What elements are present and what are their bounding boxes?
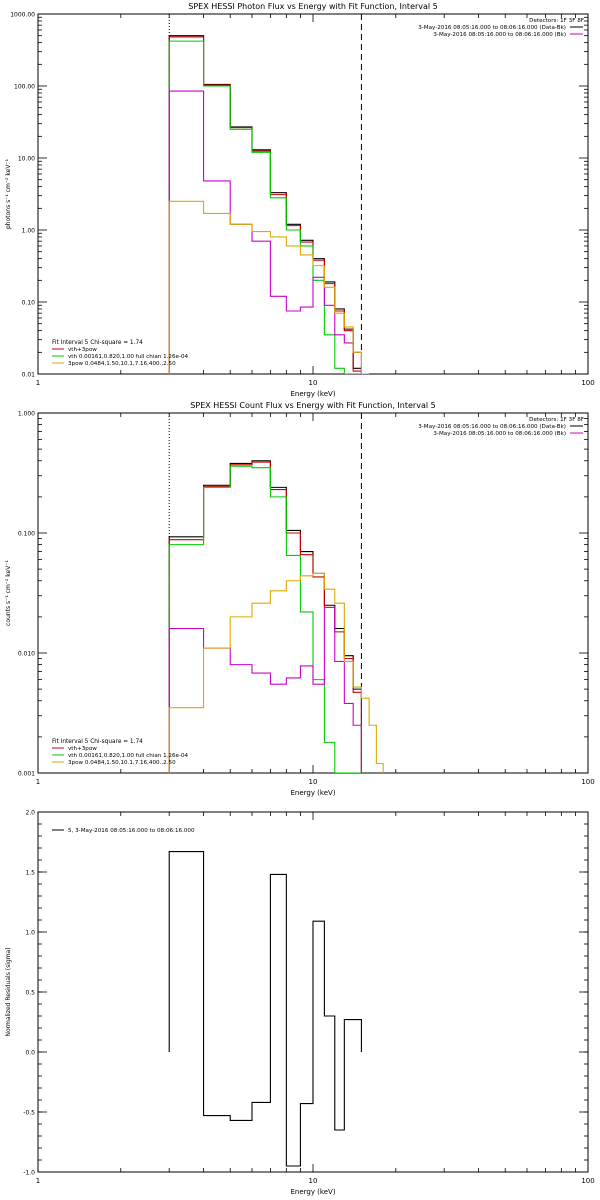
legend-text: vth+3pow <box>68 347 97 353</box>
y-tick-label: 0.10 <box>22 300 36 307</box>
legend-text: Detectors: 1F 3F 8F <box>529 18 584 24</box>
series-0-line <box>168 460 362 773</box>
y-tick-label: 1.0 <box>25 930 35 937</box>
series-3-line <box>168 90 362 374</box>
legend-text: 3-May-2016 08:05:16.000 to 08:06:16.000 … <box>418 25 566 31</box>
series-0-line <box>168 851 362 1167</box>
x-tick-label: 10 <box>309 1177 318 1185</box>
y-axis-label: counts s⁻¹ cm⁻² keV⁻¹ <box>5 560 12 626</box>
series-4-line <box>168 200 370 374</box>
count-panel: SPEX HESSI Count Flux vs Energy with Fit… <box>5 401 595 797</box>
legend-text: 5, 3-May-2016 08:05:16.000 to 08:06:16.0… <box>68 828 195 834</box>
legend-text: 3-May-2016 08:05:16.000 to 08:06:16.000 … <box>418 424 566 430</box>
series-4-line <box>168 572 384 773</box>
x-tick-label: 100 <box>581 778 594 786</box>
y-tick-label: -1.0 <box>23 1170 35 1177</box>
x-axis-label: Energy (keV) <box>290 789 335 797</box>
legend-text: 3pow 0.0484,1.50,10.1,7.16,400.,2.50 <box>68 760 176 766</box>
x-tick-label: 1 <box>36 778 40 786</box>
y-tick-label: -0.5 <box>23 1110 35 1117</box>
y-tick-label: 0.0 <box>25 1050 35 1057</box>
plot-frame <box>37 13 589 375</box>
series-2-line <box>168 40 362 374</box>
y-axis-label: photons s⁻¹ cm⁻² keV⁻¹ <box>5 158 12 229</box>
y-tick-label: 0.5 <box>25 990 35 997</box>
x-tick-label: 100 <box>581 379 594 387</box>
x-tick-label: 10 <box>309 778 318 786</box>
x-axis-label: Energy (keV) <box>290 1188 335 1196</box>
legend-text: vth 0.00161,0.820,1.00 full chian 1.26e-… <box>68 753 189 759</box>
y-tick-label: 0.001 <box>18 771 35 778</box>
series-2-line <box>168 465 362 773</box>
y-tick-label: 1.5 <box>25 870 35 877</box>
photon-panel: SPEX HESSI Photon Flux vs Energy with Fi… <box>5 2 595 398</box>
legend-text: 3-May-2016 08:05:16.000 to 08:06:16.000 … <box>433 431 566 437</box>
y-tick-label: 10.00 <box>18 156 35 163</box>
x-axis-label: Energy (keV) <box>290 390 335 398</box>
y-tick-label: 0.010 <box>18 651 35 658</box>
x-tick-label: 10 <box>309 379 318 387</box>
legend-text: vth+3pow <box>68 746 97 752</box>
series-3-line <box>168 606 362 773</box>
legend-text: 3pow 0.0484,1.50,10.1,7.16,400.,2.50 <box>68 361 176 367</box>
y-tick-label: 2.0 <box>25 810 35 817</box>
chart-title: SPEX HESSI Photon Flux vs Energy with Fi… <box>188 2 438 11</box>
chart-title: SPEX HESSI Count Flux vs Energy with Fit… <box>190 401 435 410</box>
legend-text: vth 0.00161,0.820,1.00 full chian 1.26e-… <box>68 354 189 360</box>
legend-text: Detectors: 1F 3F 8F <box>529 417 584 423</box>
plot-frame <box>37 412 589 774</box>
y-tick-label: 1000.00 <box>10 12 35 19</box>
y-axis-label: Normalized Residuals (sigma) <box>5 947 12 1036</box>
legend-title: Fit Interval 5 Chi-square = 1.74 <box>52 739 143 745</box>
x-tick-label: 1 <box>36 1177 40 1185</box>
y-tick-label: 1.00 <box>22 228 36 235</box>
y-tick-label: 0.01 <box>22 372 36 379</box>
y-tick-label: 100.00 <box>14 84 35 91</box>
legend-title: Fit Interval 5 Chi-square = 1.74 <box>52 340 143 346</box>
series-1-line <box>168 461 362 773</box>
series-1-line <box>168 36 362 374</box>
x-tick-label: 1 <box>36 379 40 387</box>
y-tick-label: 0.100 <box>18 531 35 538</box>
legend-text: 3-May-2016 08:05:16.000 to 08:06:16.000 … <box>433 32 566 38</box>
x-tick-label: 100 <box>581 1177 594 1185</box>
y-tick-label: 1.000 <box>18 411 35 418</box>
residuals-panel: 1 10 100 -1.0 -0.5 0.0 0.5 1.0 1.5 2.0 Energy (keV… <box>5 810 595 1197</box>
series-0-line <box>168 35 362 374</box>
